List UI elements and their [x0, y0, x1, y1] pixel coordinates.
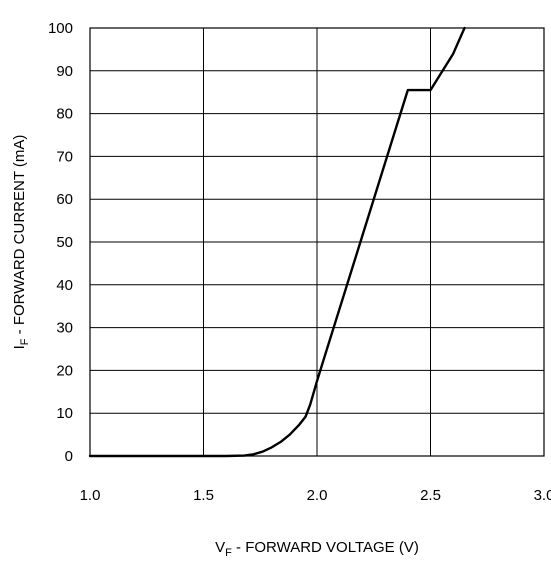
y-tick-label: 10	[56, 405, 73, 422]
y-axis-title-prefix: I	[11, 345, 28, 349]
plot-frame	[89, 27, 545, 457]
x-tick-label: 1.5	[193, 487, 214, 504]
x-tick-labels: 1.0 1.5 2.0 2.5 3.0	[80, 487, 551, 504]
y-tick-label: 40	[56, 277, 73, 294]
y-tick-label: 30	[56, 320, 73, 337]
x-tick-label: 2.5	[420, 487, 441, 504]
x-tick-label: 1.0	[80, 487, 101, 504]
y-tick-label: 0	[65, 448, 73, 465]
y-tick-label: 70	[56, 148, 73, 165]
series-line	[88, 26, 466, 458]
y-tick-label: 100	[48, 20, 73, 37]
grid-lines	[89, 27, 545, 457]
y-tick-label: 60	[56, 191, 73, 208]
x-axis-title-subscript: F	[225, 547, 232, 559]
y-tick-label: 90	[56, 63, 73, 80]
y-tick-label: 50	[56, 234, 73, 251]
series-layer	[88, 26, 466, 458]
x-axis-title-text: - FORWARD VOLTAGE (V)	[232, 539, 419, 556]
y-axis-title: IF - FORWARD CURRENT (mA)	[11, 135, 31, 350]
y-tick-labels: 0 10 20 30 40 50 60 70 80 90 100	[48, 20, 73, 465]
x-tick-label: 2.0	[307, 487, 328, 504]
y-axis-title-subscript: F	[19, 338, 31, 345]
y-tick-label: 80	[56, 106, 73, 123]
x-axis-title: VF - FORWARD VOLTAGE (V)	[215, 539, 419, 559]
x-tick-label: 3.0	[534, 487, 551, 504]
x-axis-title-prefix: V	[215, 539, 225, 556]
y-axis-title-text: - FORWARD CURRENT (mA)	[11, 135, 28, 339]
y-tick-label: 20	[56, 362, 73, 379]
